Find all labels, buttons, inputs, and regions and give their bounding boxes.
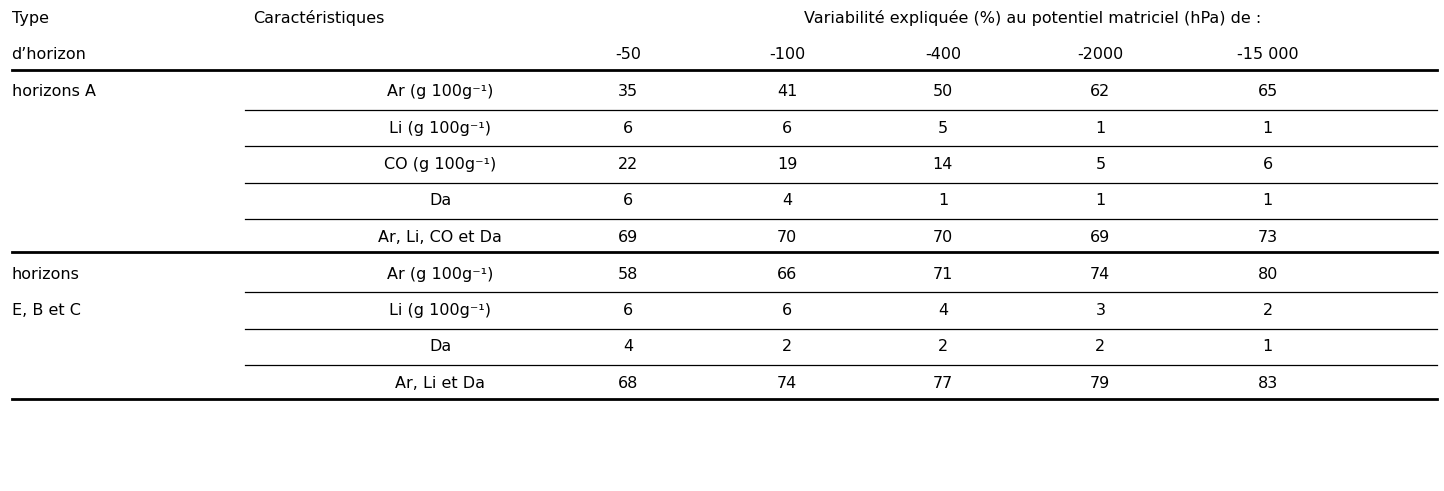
Text: 2: 2 xyxy=(1095,339,1106,355)
Text: 14: 14 xyxy=(933,157,953,172)
Text: 66: 66 xyxy=(777,267,797,282)
Text: 6: 6 xyxy=(1262,157,1274,172)
Text: Ar, Li et Da: Ar, Li et Da xyxy=(396,376,485,391)
Text: Caractéristiques: Caractéristiques xyxy=(253,10,384,26)
Text: d’horizon: d’horizon xyxy=(12,47,87,62)
Text: 35: 35 xyxy=(618,84,638,99)
Text: 79: 79 xyxy=(1090,376,1110,391)
Text: 83: 83 xyxy=(1258,376,1278,391)
Text: 6: 6 xyxy=(622,303,634,318)
Text: 70: 70 xyxy=(777,230,797,245)
Text: 1: 1 xyxy=(1095,120,1106,136)
Text: 71: 71 xyxy=(933,267,953,282)
Text: Variabilité expliquée (%) au potentiel matriciel (hPa) de :: Variabilité expliquée (%) au potentiel m… xyxy=(804,10,1261,26)
Text: 6: 6 xyxy=(781,303,793,318)
Text: Ar (g 100g⁻¹): Ar (g 100g⁻¹) xyxy=(387,84,494,99)
Text: Da: Da xyxy=(429,193,452,208)
Text: 6: 6 xyxy=(781,120,793,136)
Text: 69: 69 xyxy=(618,230,638,245)
Text: 1: 1 xyxy=(1262,120,1274,136)
Text: 50: 50 xyxy=(933,84,953,99)
Text: 3: 3 xyxy=(1096,303,1105,318)
Text: Ar (g 100g⁻¹): Ar (g 100g⁻¹) xyxy=(387,267,494,282)
Text: 19: 19 xyxy=(777,157,797,172)
Text: 62: 62 xyxy=(1090,84,1110,99)
Text: 2: 2 xyxy=(781,339,793,355)
Text: E, B et C: E, B et C xyxy=(12,303,81,318)
Text: 74: 74 xyxy=(1090,267,1110,282)
Text: horizons: horizons xyxy=(12,267,79,282)
Text: 1: 1 xyxy=(937,193,949,208)
Text: 58: 58 xyxy=(618,267,638,282)
Text: Type: Type xyxy=(12,11,49,26)
Text: CO (g 100g⁻¹): CO (g 100g⁻¹) xyxy=(384,157,497,172)
Text: -400: -400 xyxy=(924,47,962,62)
Text: 80: 80 xyxy=(1258,267,1278,282)
Text: 5: 5 xyxy=(1095,157,1106,172)
Text: 65: 65 xyxy=(1258,84,1278,99)
Text: 22: 22 xyxy=(618,157,638,172)
Text: 1: 1 xyxy=(1262,339,1274,355)
Text: -2000: -2000 xyxy=(1077,47,1123,62)
Text: 77: 77 xyxy=(933,376,953,391)
Text: 2: 2 xyxy=(1262,303,1274,318)
Text: 4: 4 xyxy=(937,303,949,318)
Text: 73: 73 xyxy=(1258,230,1278,245)
Text: horizons A: horizons A xyxy=(12,84,95,99)
Text: -100: -100 xyxy=(768,47,806,62)
Text: Li (g 100g⁻¹): Li (g 100g⁻¹) xyxy=(390,120,491,136)
Text: 69: 69 xyxy=(1090,230,1110,245)
Text: 6: 6 xyxy=(622,193,634,208)
Text: 5: 5 xyxy=(937,120,949,136)
Text: 6: 6 xyxy=(622,120,634,136)
Text: 1: 1 xyxy=(1262,193,1274,208)
Text: -50: -50 xyxy=(615,47,641,62)
Text: 4: 4 xyxy=(622,339,634,355)
Text: -15 000: -15 000 xyxy=(1238,47,1298,62)
Text: 4: 4 xyxy=(781,193,793,208)
Text: 74: 74 xyxy=(777,376,797,391)
Text: 68: 68 xyxy=(618,376,638,391)
Text: 70: 70 xyxy=(933,230,953,245)
Text: Ar, Li, CO et Da: Ar, Li, CO et Da xyxy=(378,230,503,245)
Text: 41: 41 xyxy=(777,84,797,99)
Text: Da: Da xyxy=(429,339,452,355)
Text: 1: 1 xyxy=(1095,193,1106,208)
Text: 2: 2 xyxy=(937,339,949,355)
Text: Li (g 100g⁻¹): Li (g 100g⁻¹) xyxy=(390,303,491,318)
